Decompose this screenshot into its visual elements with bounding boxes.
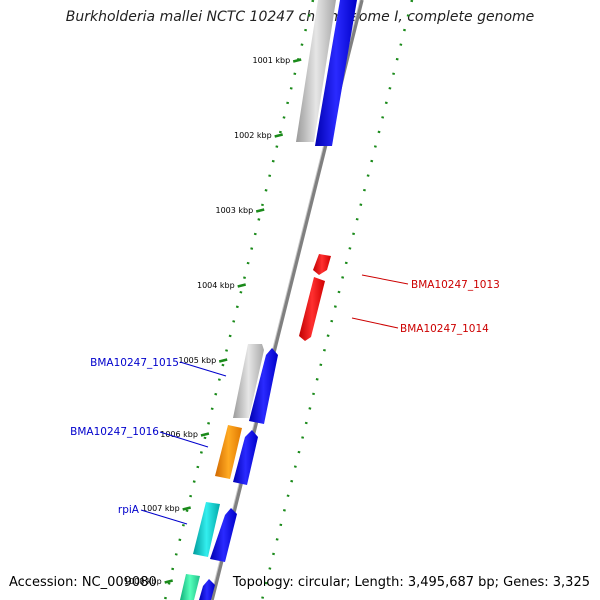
tick-mark: [218, 358, 228, 363]
callout-line-1014: [351, 317, 399, 329]
gene-label-1014[interactable]: BMA10247_1014: [400, 323, 489, 335]
tick-label: 1007 kbp: [142, 504, 180, 513]
gene-forward-rpiA[interactable]: [210, 508, 237, 562]
topology-text: Topology: circular; Length: 3,495,687 bp…: [232, 575, 590, 590]
gene-forward-1015[interactable]: [249, 348, 278, 424]
gene-reverse-1014[interactable]: [299, 277, 325, 341]
tick-mark: [274, 133, 284, 138]
tick-mark: [255, 208, 265, 213]
gene-orange-1016[interactable]: [215, 425, 242, 479]
gene-label-rpiA[interactable]: rpiA: [118, 504, 140, 516]
gene-label-1016[interactable]: BMA10247_1016: [70, 426, 159, 438]
tick-label: 1002 kbp: [234, 131, 272, 140]
gene-label-1013[interactable]: BMA10247_1013: [411, 279, 500, 291]
tick-label: 1003 kbp: [215, 206, 253, 215]
gene-label-1015[interactable]: BMA10247_1015: [90, 357, 179, 369]
tick-label: 1005 kbp: [178, 356, 216, 365]
tick-mark: [164, 579, 173, 584]
tick-label: 1008 kbp: [124, 577, 162, 586]
tick-mark: [182, 506, 191, 511]
tick-mark: [237, 283, 247, 288]
tick-label: 1001 kbp: [252, 56, 290, 65]
gene-features: [180, 0, 357, 600]
gene-reverse-1013[interactable]: [313, 254, 331, 275]
gene-teal-bottom[interactable]: [180, 574, 200, 600]
tick-label: 1004 kbp: [197, 281, 235, 290]
tick-mark: [292, 58, 302, 63]
tick-ring-inner: [163, 0, 315, 600]
gene-rna-gray-1015[interactable]: [233, 344, 264, 418]
gene-forward-bottom[interactable]: [199, 579, 215, 600]
tick-group: 1001 kbp 1002 kbp 1003 kbp 1004 kbp 1005 kbp…: [124, 56, 302, 586]
accession-text: Accession: NC_009080: [9, 575, 157, 590]
gene-cyan-rpiA[interactable]: [193, 502, 220, 557]
callout-line-1016: [159, 431, 209, 448]
tick-label: 1006 kbp: [160, 430, 198, 439]
gene-forward-blue[interactable]: [315, 0, 357, 146]
tick-mark: [200, 432, 210, 437]
gene-forward-1016[interactable]: [233, 430, 258, 485]
callout-line-1013: [361, 274, 409, 285]
gene-rna-gray[interactable]: [296, 0, 336, 142]
map-title: Burkholderia mallei NCTC 10247 chromosom…: [65, 9, 535, 25]
callout-line-1015: [179, 361, 227, 377]
callout-line-rpiA: [140, 509, 188, 525]
